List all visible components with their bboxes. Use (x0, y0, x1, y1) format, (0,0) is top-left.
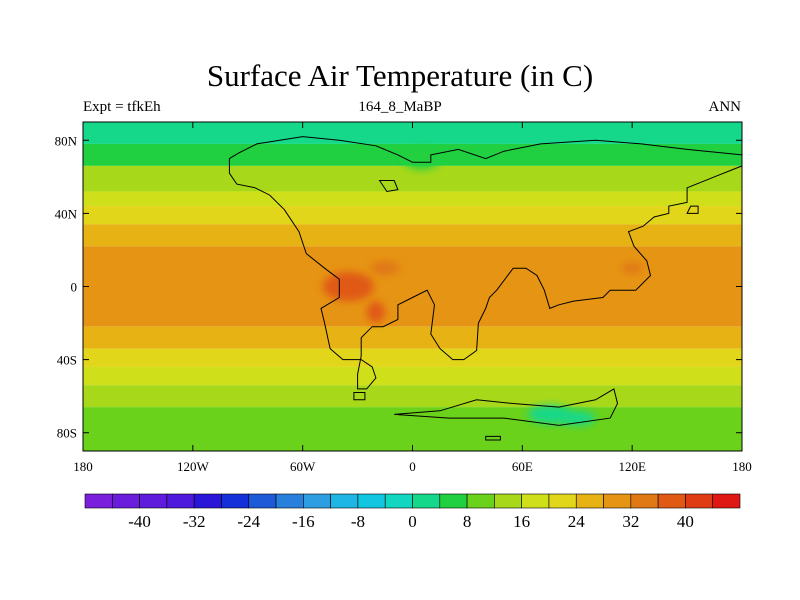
colorbar-swatch (193, 493, 222, 509)
colorbar-swatch (357, 493, 386, 509)
x-tick-label: 120E (618, 459, 646, 474)
colorbar-swatch (248, 493, 277, 509)
period-label: 164_8_MaBP (358, 99, 442, 115)
colorbar-swatch (712, 493, 741, 509)
temperature-anomaly-0 (322, 271, 375, 302)
temperature-anomaly-4 (403, 147, 440, 170)
colorbar-swatch (84, 493, 113, 509)
colorbar-label: 24 (568, 512, 586, 531)
colorbar-swatch (303, 493, 331, 509)
colorbar-swatch (330, 493, 359, 509)
colorbar-label: -16 (292, 512, 315, 531)
x-tick-label: 60W (290, 459, 316, 474)
coastline-2 (353, 392, 366, 401)
colorbar-swatch (221, 493, 250, 509)
plot-title: Surface Air Temperature (in C) (206, 58, 594, 93)
colorbar-swatch (111, 493, 140, 509)
colorbar-label: 40 (677, 512, 694, 531)
colorbar-label: -40 (128, 512, 151, 531)
colorbar-label: -24 (237, 512, 260, 531)
colorbar-swatch (466, 493, 495, 509)
experiment-label: Expt = tfkEh (83, 99, 161, 115)
y-tick-label: 40S (57, 353, 77, 368)
colorbar-label: 16 (513, 512, 530, 531)
x-tick-label: 180 (73, 459, 93, 474)
colorbar-swatch (685, 493, 714, 509)
colorbar-label: -32 (183, 512, 206, 531)
temperature-anomaly-1 (366, 301, 386, 324)
temperature-anomaly-2 (370, 260, 400, 276)
temperature-band-10 (83, 385, 742, 408)
colorbar-swatch (521, 493, 550, 509)
colorbar-swatch (439, 493, 468, 509)
colorbar-swatch (548, 493, 577, 509)
colorbar-label: 8 (463, 512, 472, 531)
x-tick-label: 120W (177, 459, 210, 474)
x-tick-label: 180 (732, 459, 752, 474)
y-tick-label: 0 (71, 280, 78, 295)
colorbar-swatch (275, 493, 304, 509)
coastline-0 (228, 136, 742, 390)
colorbar-swatch (384, 493, 413, 509)
coastline-outline (228, 136, 742, 441)
colorbar-label: -8 (351, 512, 365, 531)
temperature-band-4 (83, 206, 742, 225)
colorbar-swatch (575, 493, 604, 509)
y-tick-label: 80N (55, 133, 78, 148)
colorbar-swatch (166, 493, 195, 509)
temperature-band-8 (83, 348, 742, 367)
colorbar-label: 32 (622, 512, 639, 531)
colorbar-swatch (657, 493, 686, 509)
temperature-band-2 (83, 165, 742, 192)
colorbar-swatch (494, 493, 522, 509)
temperature-band-5 (83, 224, 742, 247)
colorbar-swatch (412, 493, 441, 509)
x-tick-label: 0 (409, 459, 416, 474)
y-tick-label: 40N (55, 206, 78, 221)
colorbar-swatch (603, 493, 632, 509)
temperature-band-7 (83, 326, 742, 349)
coastline-3 (394, 388, 619, 426)
temperature-anomaly-3 (621, 262, 644, 274)
colorbar-swatch (630, 493, 659, 509)
map-axes: 180 120W 60W 0 60E 120E 180 80N 40N 0 40S 80S (55, 122, 752, 474)
season-label: ANN (708, 99, 742, 115)
x-tick-label: 60E (512, 459, 533, 474)
coastline-1 (378, 180, 399, 193)
colorbar-swatch (139, 493, 168, 509)
colorbar: -40 -32 -24 -16 -8 0 8 16 24 32 40 (84, 493, 741, 531)
temperature-band-11 (83, 407, 742, 451)
colorbar-label: 0 (408, 512, 417, 531)
temperature-band-9 (83, 366, 742, 386)
temperature-field (83, 122, 742, 451)
temperature-band-3 (83, 191, 742, 207)
coastline-4 (485, 435, 501, 441)
y-tick-label: 80S (57, 426, 77, 441)
temperature-band-0 (83, 122, 742, 144)
temperature-band-6 (83, 246, 742, 327)
coastline-5 (686, 205, 699, 214)
